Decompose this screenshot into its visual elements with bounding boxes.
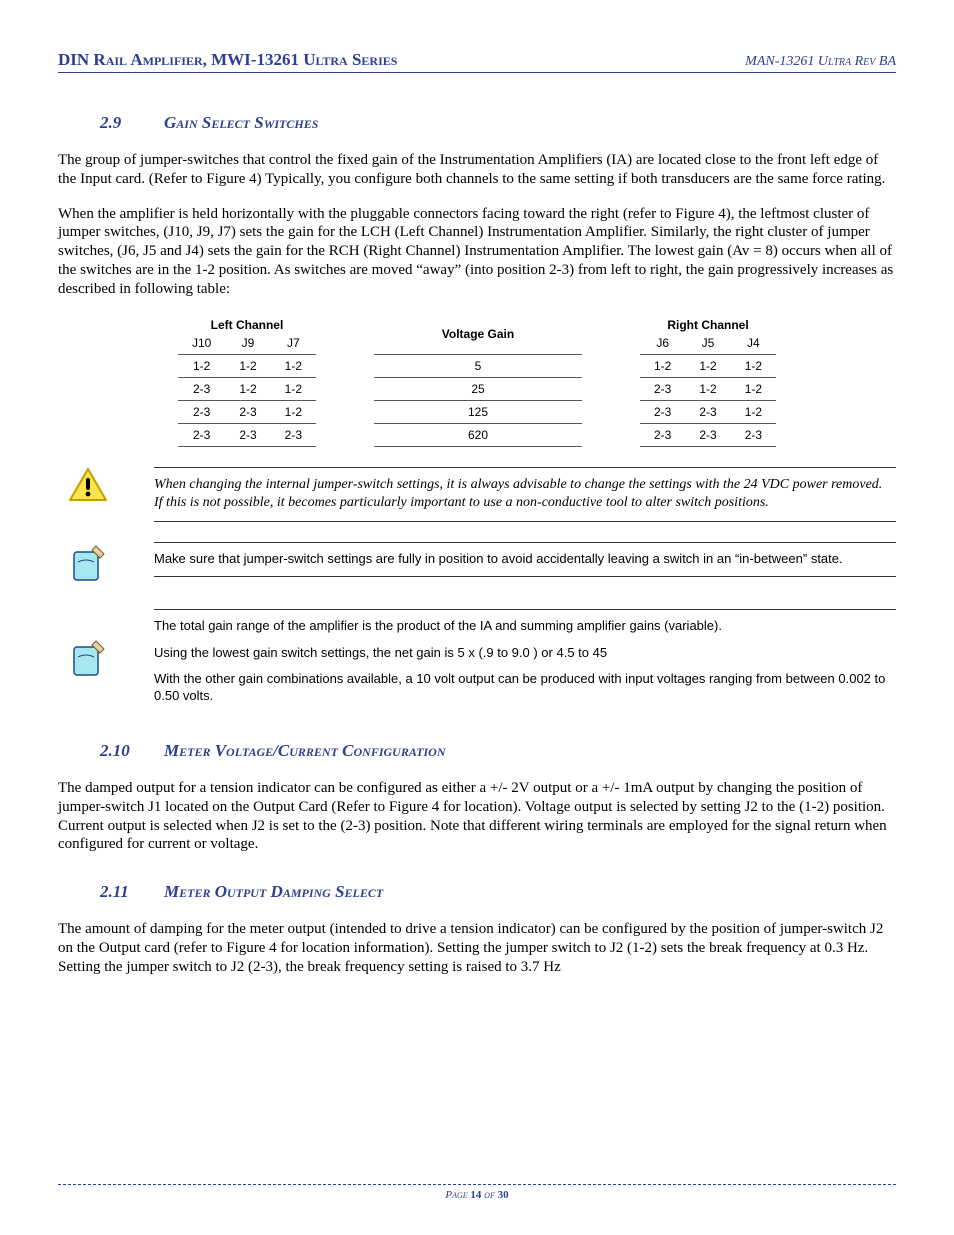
note-icon bbox=[68, 637, 114, 684]
table-cell: 2-3 bbox=[685, 401, 730, 424]
table-cell: 1-2 bbox=[731, 401, 776, 424]
table-spacer bbox=[316, 314, 374, 332]
document-page: DIN Rail Amplifier, MWI-13261 Ultra Seri… bbox=[0, 0, 954, 1235]
warning-note: When changing the internal jumper-switch… bbox=[68, 467, 896, 521]
section-2-11-heading: 2.11 Meter Output Damping Select bbox=[100, 882, 896, 902]
table-cell: 1-2 bbox=[640, 355, 685, 378]
footer-page-mid: of bbox=[481, 1189, 497, 1201]
table-cell: 2-3 bbox=[731, 424, 776, 447]
table-cell: 2-3 bbox=[640, 424, 685, 447]
col-j7: J7 bbox=[271, 332, 316, 355]
gain-select-table: Left Channel Voltage Gain Right Channel … bbox=[178, 314, 776, 447]
section-title: Meter Output Damping Select bbox=[164, 882, 383, 901]
section-title: Meter Voltage/Current Configuration bbox=[164, 741, 446, 760]
table-cell: 25 bbox=[374, 378, 582, 401]
table-cell: 2-3 bbox=[225, 424, 270, 447]
table-cell: 1-2 bbox=[178, 355, 225, 378]
col-group-left: Left Channel bbox=[178, 314, 316, 332]
table-cell: 620 bbox=[374, 424, 582, 447]
table-cell: 1-2 bbox=[225, 378, 270, 401]
col-j10: J10 bbox=[178, 332, 225, 355]
col-j4: J4 bbox=[731, 332, 776, 355]
table-spacer bbox=[582, 401, 640, 424]
col-j5: J5 bbox=[685, 332, 730, 355]
table-cell: 5 bbox=[374, 355, 582, 378]
section-number: 2.9 bbox=[100, 113, 160, 133]
section-title: Gain Select Switches bbox=[164, 113, 318, 132]
section-number: 2.10 bbox=[100, 741, 160, 761]
table-row: 2-31-21-2252-31-21-2 bbox=[178, 378, 776, 401]
table-cell: 1-2 bbox=[271, 401, 316, 424]
info-text-multi: The total gain range of the amplifier is… bbox=[154, 609, 896, 714]
footer-page-total: 30 bbox=[498, 1189, 509, 1201]
header-doc-id: MAN-13261 Ultra Rev BA bbox=[745, 54, 896, 70]
table-cell: 2-3 bbox=[271, 424, 316, 447]
table-cell: 2-3 bbox=[640, 378, 685, 401]
col-j9: J9 bbox=[225, 332, 270, 355]
col-voltage-gain: Voltage Gain bbox=[374, 314, 582, 355]
table-spacer bbox=[316, 401, 374, 424]
table-cell: 1-2 bbox=[685, 378, 730, 401]
table-row: 2-32-31-21252-32-31-2 bbox=[178, 401, 776, 424]
info-line: The total gain range of the amplifier is… bbox=[154, 618, 890, 635]
col-j6: J6 bbox=[640, 332, 685, 355]
table-cell: 1-2 bbox=[731, 378, 776, 401]
page-footer: Page 14 of 30 bbox=[58, 1184, 896, 1201]
info-line: With the other gain combinations availab… bbox=[154, 671, 890, 705]
info-line: Using the lowest gain switch settings, t… bbox=[154, 645, 890, 662]
note-icon bbox=[68, 542, 114, 589]
footer-page-prefix: Page bbox=[445, 1189, 470, 1201]
page-header: DIN Rail Amplifier, MWI-13261 Ultra Seri… bbox=[58, 50, 896, 73]
footer-page-current: 14 bbox=[470, 1189, 481, 1201]
table-cell: 2-3 bbox=[178, 424, 225, 447]
section-2-10-heading: 2.10 Meter Voltage/Current Configuration bbox=[100, 741, 896, 761]
section-number: 2.11 bbox=[100, 882, 160, 902]
warning-icon bbox=[68, 467, 114, 508]
section-2-9-heading: 2.9 Gain Select Switches bbox=[100, 113, 896, 133]
table-spacer bbox=[582, 332, 640, 355]
table-cell: 1-2 bbox=[685, 355, 730, 378]
table-header-row: Left Channel Voltage Gain Right Channel bbox=[178, 314, 776, 332]
table-row: 2-32-32-36202-32-32-3 bbox=[178, 424, 776, 447]
table-spacer bbox=[582, 355, 640, 378]
table-cell: 1-2 bbox=[731, 355, 776, 378]
table-spacer bbox=[316, 332, 374, 355]
table-spacer bbox=[582, 314, 640, 332]
header-title-left: DIN Rail Amplifier, MWI-13261 Ultra Seri… bbox=[58, 50, 397, 70]
table-cell: 2-3 bbox=[178, 401, 225, 424]
table-cell: 1-2 bbox=[271, 378, 316, 401]
table-spacer bbox=[582, 424, 640, 447]
table-cell: 2-3 bbox=[178, 378, 225, 401]
paragraph: The damped output for a tension indicato… bbox=[58, 779, 896, 854]
table-spacer bbox=[316, 355, 374, 378]
paragraph: When the amplifier is held horizontally … bbox=[58, 205, 896, 299]
table-cell: 2-3 bbox=[225, 401, 270, 424]
table-spacer bbox=[582, 378, 640, 401]
info-note: The total gain range of the amplifier is… bbox=[68, 609, 896, 714]
table-cell: 1-2 bbox=[225, 355, 270, 378]
table-cell: 2-3 bbox=[685, 424, 730, 447]
table-cell: 2-3 bbox=[640, 401, 685, 424]
paragraph: The amount of damping for the meter outp… bbox=[58, 920, 896, 976]
warning-text: When changing the internal jumper-switch… bbox=[154, 467, 896, 521]
table-row: 1-21-21-251-21-21-2 bbox=[178, 355, 776, 378]
info-note: Make sure that jumper-switch settings ar… bbox=[68, 542, 896, 589]
paragraph: The group of jumper-switches that contro… bbox=[58, 151, 896, 189]
table-cell: 125 bbox=[374, 401, 582, 424]
table-spacer bbox=[316, 378, 374, 401]
info-text: Make sure that jumper-switch settings ar… bbox=[154, 542, 896, 577]
table-cell: 1-2 bbox=[271, 355, 316, 378]
table-spacer bbox=[316, 424, 374, 447]
col-group-right: Right Channel bbox=[640, 314, 776, 332]
